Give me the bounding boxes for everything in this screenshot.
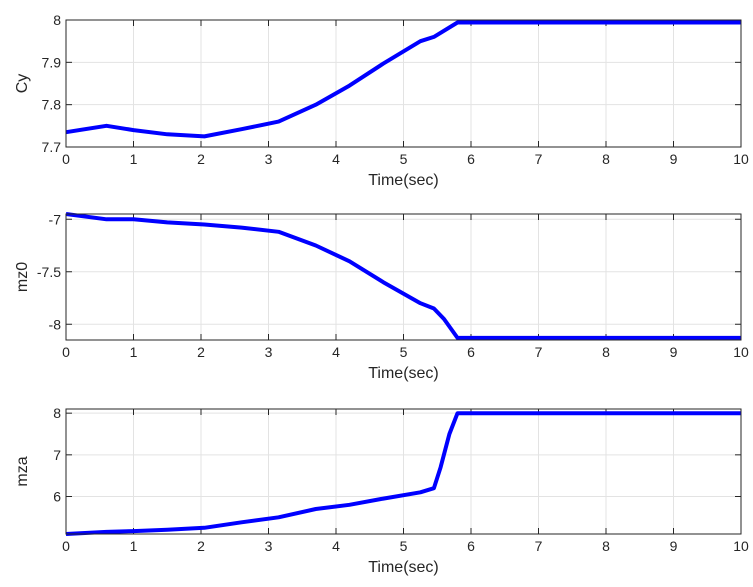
x-tick-label: 5 [400,344,408,360]
subplot-mza: 0 1 2 3 4 5 6 7 8 9 10 6 7 8 Time(sec) mza [14,405,749,576]
x-tick-label: 0 [62,344,70,360]
x-tick-label: 8 [602,344,610,360]
x-tick-label: 10 [733,151,749,167]
y-axis-title: mz0 [14,262,31,292]
x-axis-title: Time(sec) [368,365,439,382]
x-tick-label: 3 [265,344,273,360]
x-tick-label: 2 [197,344,205,360]
x-tick-label: 5 [400,151,408,167]
y-tick-label: -7.5 [37,264,61,280]
axes-box [65,408,742,535]
x-tick-label: 4 [332,538,340,554]
series-line-cy [65,20,741,139]
y-axis-title: Cy [14,74,31,94]
y-tick-label: 7.9 [42,54,62,70]
y-tick-label: 8 [53,405,61,421]
axes-box [65,213,742,341]
subplot-cy: 0 1 2 3 4 5 6 7 8 9 10 7.7 7.8 7.9 8 Time(sec) Cy [14,12,749,189]
x-tick-label: 6 [467,538,475,554]
x-tick-label: 0 [62,538,70,554]
x-tick-label: 1 [130,151,138,167]
x-axis-title: Time(sec) [368,559,439,576]
y-tick-label: -7 [49,211,62,227]
x-tick-label: 8 [602,151,610,167]
y-axis-title: mza [14,456,31,486]
y-tick-label: 6 [53,489,61,505]
series-line-mz0 [65,212,741,340]
x-tick-label: 10 [733,344,749,360]
y-tick-label: -8 [49,316,62,332]
x-tick-label: 4 [332,344,340,360]
x-tick-label: 1 [130,538,138,554]
y-tick-label: 7.7 [42,139,62,155]
x-axis-title: Time(sec) [368,172,439,189]
x-tick-label: 3 [265,538,273,554]
axes-box [65,19,742,148]
x-tick-label: 7 [535,538,543,554]
x-tick-label: 2 [197,538,205,554]
x-tick-label: 3 [265,151,273,167]
x-tick-label: 6 [467,151,475,167]
subplot-mz0: 0 1 2 3 4 5 6 7 8 9 10 -8 -7.5 -7 Time(sec) mz0 [14,211,749,382]
y-tick-label: 8 [53,12,61,28]
x-tick-label: 4 [332,151,340,167]
x-tick-label: 1 [130,344,138,360]
x-tick-label: 0 [62,151,70,167]
x-tick-label: 10 [733,538,749,554]
x-tick-label: 7 [535,151,543,167]
x-tick-label: 9 [670,151,678,167]
x-tick-label: 6 [467,344,475,360]
x-tick-label: 9 [670,538,678,554]
x-tick-label: 2 [197,151,205,167]
series-line-mza [65,411,741,536]
y-tick-label: 7 [53,447,61,463]
y-tick-label: 7.8 [42,97,62,113]
x-tick-label: 5 [400,538,408,554]
x-tick-label: 9 [670,344,678,360]
x-tick-label: 7 [535,344,543,360]
x-tick-label: 8 [602,538,610,554]
